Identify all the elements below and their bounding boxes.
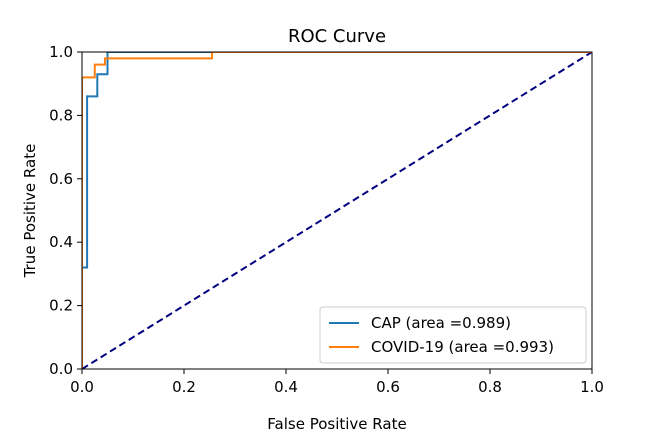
legend-box (319, 306, 587, 364)
y-tick-label: 0.6 (49, 170, 73, 188)
plot-frame (81, 51, 593, 370)
series-layer (82, 52, 592, 369)
y-axis: 0.0 0.2 0.4 0.6 0.8 1.0 (49, 43, 82, 378)
x-tick-label: 0.0 (70, 378, 94, 396)
legend-label: CAP (area =0.989) (371, 314, 511, 332)
legend: CAP (area =0.989) COVID-19 (area =0.993) (319, 306, 587, 364)
x-axis-label: False Positive Rate (267, 415, 406, 433)
series-line-covid-19 (82, 52, 592, 369)
y-axis-label: True Positive Rate (21, 144, 39, 279)
y-tick-label: 0.0 (49, 360, 73, 378)
x-tick-label: 0.8 (478, 378, 502, 396)
x-tick-label: 0.4 (274, 378, 298, 396)
y-tick-label: 0.4 (49, 233, 73, 251)
series-line-cap (82, 52, 592, 369)
y-tick-label: 0.2 (49, 297, 73, 315)
y-tick-label: 1.0 (49, 43, 73, 61)
x-tick-label: 0.2 (172, 378, 196, 396)
reference-layer (82, 52, 592, 369)
x-tick-label: 1.0 (580, 378, 604, 396)
y-tick-label: 0.8 (49, 106, 73, 124)
x-axis: 0.0 0.2 0.4 0.6 0.8 1.0 (70, 369, 604, 396)
chart-title: ROC Curve (288, 26, 386, 47)
x-tick-label: 0.6 (376, 378, 400, 396)
chance-line (82, 52, 592, 369)
legend-label: COVID-19 (area =0.993) (371, 338, 554, 356)
